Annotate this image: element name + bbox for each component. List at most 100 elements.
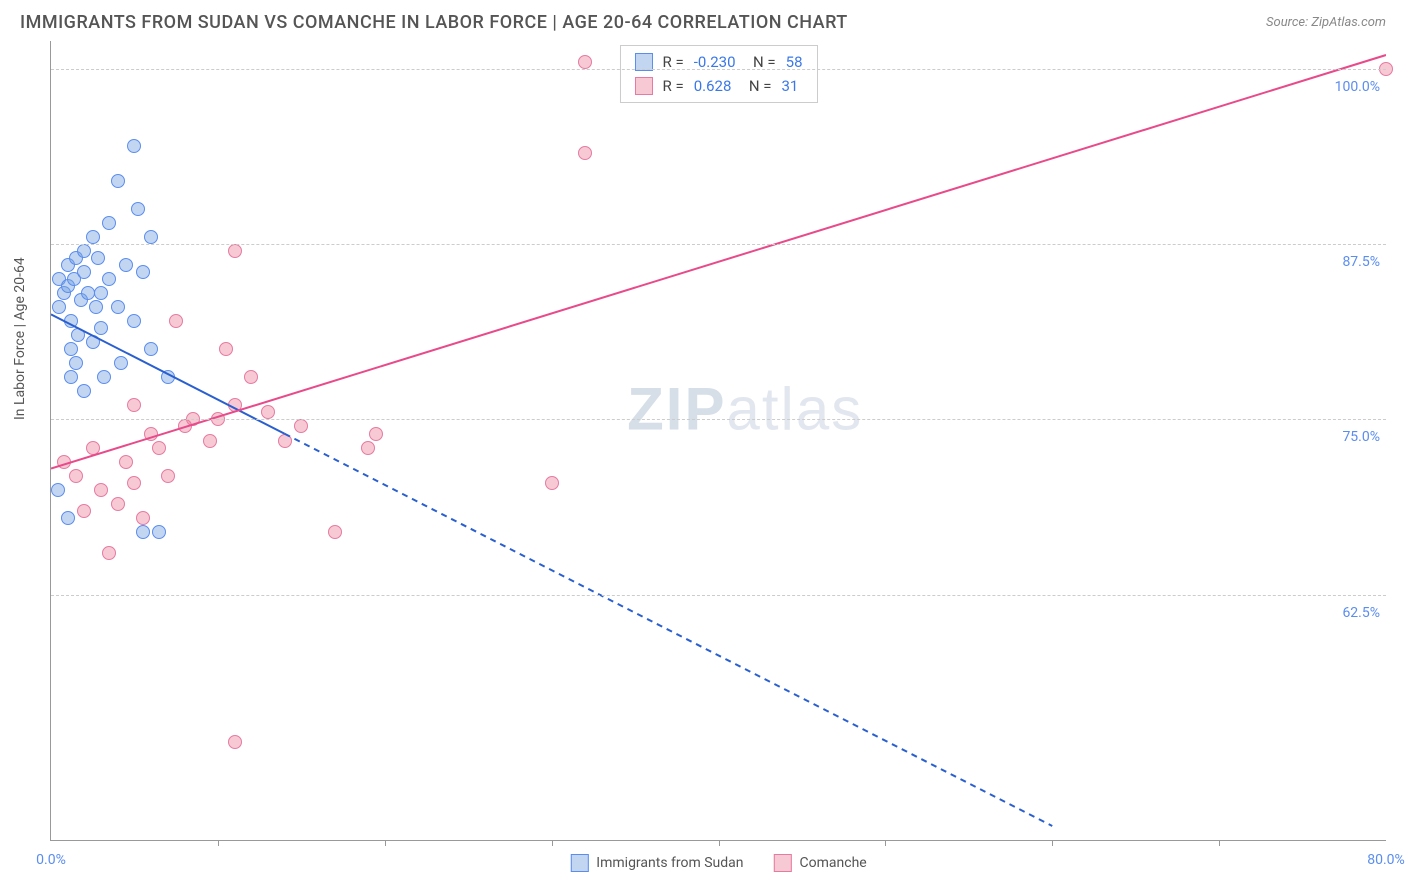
data-point (228, 735, 242, 749)
legend-r-value-comanche: 0.628 (694, 74, 732, 98)
swatch-comanche (634, 77, 652, 95)
data-point (71, 328, 85, 342)
data-point (261, 405, 275, 419)
legend-n-label: N = (741, 74, 771, 98)
data-point (152, 525, 166, 539)
data-point (161, 370, 175, 384)
data-point (69, 469, 83, 483)
data-point (278, 434, 292, 448)
data-point (86, 441, 100, 455)
data-point (61, 511, 75, 525)
x-tick (1052, 840, 1053, 846)
data-point (294, 419, 308, 433)
series-legend: Immigrants from Sudan Comanche (570, 854, 866, 872)
scatter-chart: ZIPatlas R = -0.230 N = 58 R = 0.628 N =… (50, 41, 1386, 841)
swatch-sudan (570, 854, 588, 872)
data-point (97, 370, 111, 384)
y-axis-label: In Labor Force | Age 20-64 (12, 257, 28, 420)
data-point (94, 286, 108, 300)
legend-n-value-sudan: 58 (786, 50, 803, 74)
data-point (77, 504, 91, 518)
x-tick (385, 840, 386, 846)
x-tick-label: 0.0% (36, 852, 66, 868)
data-point (102, 546, 116, 560)
gridline-h (51, 69, 1386, 70)
data-point (91, 251, 105, 265)
y-tick-label: 75.0% (1342, 429, 1380, 445)
data-point (52, 300, 66, 314)
data-point (228, 244, 242, 258)
data-point (144, 427, 158, 441)
y-tick-label: 100.0% (1335, 79, 1380, 95)
data-point (127, 139, 141, 153)
legend-row-sudan: R = -0.230 N = 58 (634, 50, 802, 74)
data-point (244, 370, 258, 384)
data-point (86, 335, 100, 349)
data-point (152, 441, 166, 455)
legend-n-label: N = (746, 50, 776, 74)
y-tick-label: 87.5% (1342, 254, 1380, 270)
x-tick-label: 80.0% (1367, 852, 1405, 868)
correlation-legend: R = -0.230 N = 58 R = 0.628 N = 31 (619, 45, 817, 103)
data-point (119, 258, 133, 272)
legend-r-label: R = (662, 74, 683, 98)
data-point (545, 476, 559, 490)
data-point (111, 300, 125, 314)
data-point (361, 441, 375, 455)
x-tick (218, 840, 219, 846)
data-point (136, 265, 150, 279)
data-point (136, 511, 150, 525)
data-point (102, 216, 116, 230)
legend-item-sudan: Immigrants from Sudan (570, 854, 743, 872)
data-point (89, 300, 103, 314)
legend-item-comanche: Comanche (774, 854, 867, 872)
data-point (111, 174, 125, 188)
watermark-light: atlas (726, 375, 863, 442)
data-point (127, 314, 141, 328)
data-point (114, 356, 128, 370)
data-point (57, 455, 71, 469)
data-point (144, 230, 158, 244)
data-point (64, 370, 78, 384)
data-point (94, 321, 108, 335)
gridline-h (51, 595, 1386, 596)
data-point (77, 244, 91, 258)
data-point (86, 230, 100, 244)
y-tick-label: 62.5% (1342, 605, 1380, 621)
data-point (161, 469, 175, 483)
data-point (228, 398, 242, 412)
chart-title: IMMIGRANTS FROM SUDAN VS COMANCHE IN LAB… (20, 12, 848, 33)
data-point (119, 455, 133, 469)
x-tick (885, 840, 886, 846)
watermark-bold: ZIP (627, 375, 726, 442)
x-tick (719, 840, 720, 846)
data-point (219, 342, 233, 356)
series-name-comanche: Comanche (800, 855, 867, 871)
source-attribution: Source: ZipAtlas.com (1266, 15, 1386, 30)
legend-r-value-sudan: -0.230 (694, 50, 736, 74)
gridline-h (51, 244, 1386, 245)
legend-r-label: R = (662, 50, 683, 74)
legend-n-value-comanche: 31 (781, 74, 798, 98)
data-point (127, 476, 141, 490)
data-point (131, 202, 145, 216)
trend-line (51, 55, 1386, 469)
legend-row-comanche: R = 0.628 N = 31 (634, 74, 802, 98)
trend-lines-layer (51, 41, 1386, 840)
data-point (111, 497, 125, 511)
data-point (578, 55, 592, 69)
data-point (328, 525, 342, 539)
data-point (578, 146, 592, 160)
data-point (51, 483, 65, 497)
data-point (127, 398, 141, 412)
x-tick (552, 840, 553, 846)
trend-line (285, 434, 1053, 826)
watermark: ZIPatlas (627, 374, 863, 443)
x-tick (1219, 840, 1220, 846)
data-point (77, 384, 91, 398)
data-point (77, 265, 91, 279)
data-point (144, 342, 158, 356)
swatch-comanche (774, 854, 792, 872)
data-point (69, 356, 83, 370)
data-point (369, 427, 383, 441)
